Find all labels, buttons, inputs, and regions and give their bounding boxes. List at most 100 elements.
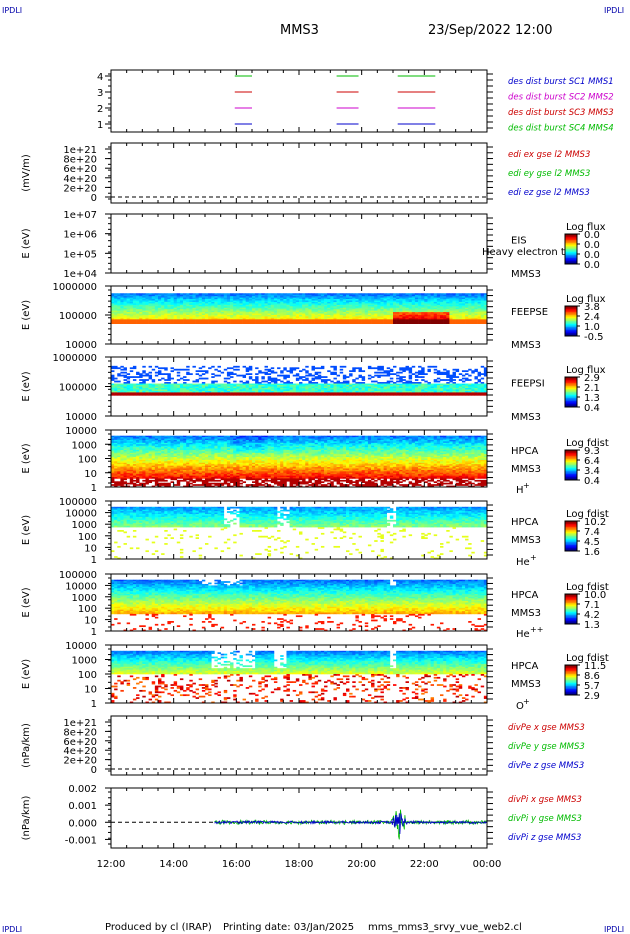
spectrogram-cell (136, 474, 140, 476)
spectrogram-cell (465, 393, 469, 396)
spectrogram-cell (436, 386, 441, 389)
spectrogram-cell (223, 386, 228, 389)
spectrogram-cell (129, 478, 134, 481)
spectrogram-cell (364, 307, 369, 310)
spectrogram-cell (418, 382, 422, 384)
spectrogram-cell (477, 306, 482, 309)
spectrogram-cell (302, 310, 306, 313)
spectrogram-cell (142, 304, 146, 307)
spectrogram-cell (198, 303, 203, 306)
spectrogram-cell (154, 297, 159, 300)
spectrogram-cell (393, 306, 397, 309)
spectrogram-cell (233, 320, 237, 323)
spectrogram-cell (195, 301, 200, 304)
spectrogram-cell (198, 385, 203, 387)
spectrogram-cell (386, 370, 391, 373)
spectrogram-cell (154, 385, 159, 387)
spectrogram-cell (320, 315, 325, 317)
spectrogram-cell (349, 319, 353, 322)
spectrogram-cell (405, 322, 409, 324)
spectrogram-cell (273, 307, 278, 310)
spectrogram-cell (330, 390, 334, 393)
spectrogram-cell (339, 296, 344, 298)
spectrogram-cell (302, 301, 306, 304)
spectrogram-cell (461, 385, 466, 387)
spectrogram-cell (111, 444, 115, 446)
spectrogram-cell (280, 307, 284, 310)
spectrogram-cell (173, 322, 178, 324)
spectrogram-cell (465, 310, 469, 313)
spectrogram-cell (151, 393, 156, 396)
spectrogram-cell (446, 300, 450, 303)
spectrogram-cell (252, 386, 256, 389)
spectrogram-cell (433, 390, 438, 393)
colorbar-cell (565, 393, 577, 396)
spectrogram-cell (327, 299, 331, 301)
spectrogram-cell (111, 439, 115, 442)
spectrogram-cell (179, 322, 184, 324)
spectrogram-cell (424, 393, 428, 396)
spectrogram-cell (148, 477, 153, 479)
spectrogram-cell (286, 392, 290, 395)
spectrogram-cell (117, 317, 121, 320)
spectrogram-cell (223, 390, 228, 393)
spectrogram-cell (396, 313, 400, 316)
spectrogram-cell (336, 316, 341, 319)
spectrogram-cell (201, 312, 206, 314)
spectrogram-cell (136, 304, 140, 307)
spectrogram-cell (295, 385, 300, 387)
spectrogram-cell (314, 385, 319, 387)
spectrogram-cell (117, 310, 121, 313)
spectrogram-cell (414, 383, 419, 386)
spectrogram-cell (367, 297, 372, 300)
spectrogram-cell (129, 319, 134, 322)
spectrogram-cell (248, 385, 253, 387)
spectrogram-cell (305, 297, 309, 300)
spectrogram-cell (201, 365, 206, 368)
spectrogram-cell (440, 303, 444, 306)
spectrogram-cell (443, 293, 447, 295)
spectrogram-cell (151, 368, 156, 371)
spectrogram-cell (205, 312, 209, 314)
spectrogram-cell (352, 317, 356, 320)
spectrogram-cell (320, 319, 325, 322)
spectrogram-cell (226, 316, 231, 319)
spectrogram-cell (132, 386, 137, 389)
spectrogram-cell (314, 393, 319, 396)
spectrogram-cell (418, 370, 422, 373)
spectrogram-cell (126, 387, 131, 390)
y-tick-label: 100000 (59, 383, 97, 394)
spectrogram-cell (421, 306, 425, 309)
colorbar-cell (565, 330, 577, 332)
spectrogram-cell (230, 303, 234, 306)
spectrogram-cell (427, 293, 431, 295)
spectrogram-cell (270, 386, 275, 389)
colorbar-tick-label: 1.0 (584, 322, 600, 333)
spectrogram-cell (114, 367, 118, 370)
spectrogram-cell (220, 389, 225, 392)
spectrogram-cell (129, 474, 134, 476)
spectrogram-cell (371, 389, 375, 392)
spectrogram-cell (129, 293, 134, 295)
spectrogram-cell (114, 389, 118, 392)
spectrogram-cell (117, 439, 121, 442)
spectrogram-cell (173, 382, 178, 384)
spectrogram-cell (433, 320, 438, 323)
spectrogram-cell (355, 297, 359, 300)
spectrogram-cell (139, 379, 143, 381)
spectrogram-cell (248, 376, 253, 378)
spectrogram-cell (311, 300, 315, 303)
spectrogram-cell (208, 312, 212, 314)
spectrogram-cell (142, 461, 146, 464)
spectrogram-cell (179, 296, 184, 298)
spectrogram-cell (145, 309, 149, 311)
spectrogram-cell (349, 310, 353, 313)
spectrogram-cell (377, 317, 381, 320)
spectrogram-cell (305, 293, 309, 295)
spectrogram-cell (352, 389, 356, 392)
spectrogram-cell (361, 322, 366, 324)
spectrogram-cell (148, 319, 153, 322)
spectrogram-cell (280, 385, 284, 387)
colorbar-cell (565, 390, 577, 393)
spectrogram-cell (458, 319, 463, 322)
